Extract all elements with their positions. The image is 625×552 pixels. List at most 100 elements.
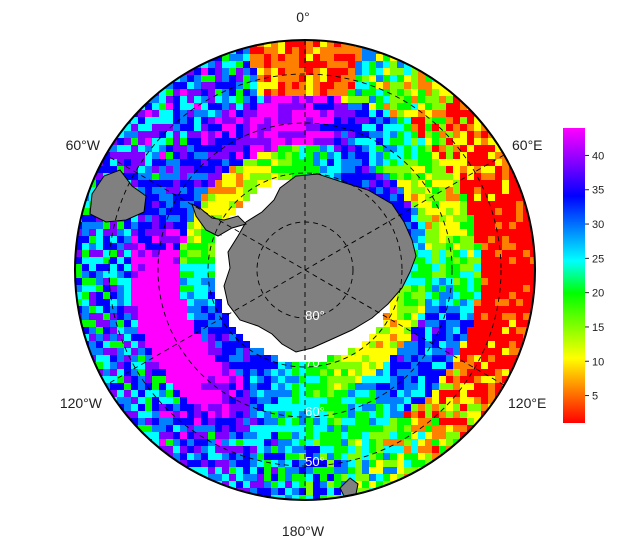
data-cell bbox=[390, 194, 397, 201]
data-cell bbox=[236, 110, 243, 117]
data-cell bbox=[523, 320, 530, 327]
data-cell bbox=[432, 180, 439, 187]
data-cell bbox=[180, 138, 187, 145]
data-cell bbox=[348, 117, 355, 124]
data-cell bbox=[376, 397, 383, 404]
data-cell bbox=[208, 82, 215, 89]
data-cell bbox=[159, 383, 166, 390]
data-cell bbox=[411, 138, 418, 145]
data-cell bbox=[348, 453, 355, 460]
data-cell bbox=[278, 159, 285, 166]
data-cell bbox=[418, 215, 425, 222]
data-cell bbox=[173, 68, 180, 75]
data-cell bbox=[145, 341, 152, 348]
data-cell bbox=[285, 453, 292, 460]
data-cell bbox=[411, 299, 418, 306]
data-cell bbox=[166, 327, 173, 334]
data-cell bbox=[390, 299, 397, 306]
data-cell bbox=[229, 68, 236, 75]
data-cell bbox=[159, 208, 166, 215]
data-cell bbox=[502, 376, 509, 383]
data-cell bbox=[320, 495, 327, 500]
data-cell bbox=[404, 54, 411, 61]
data-cell bbox=[432, 243, 439, 250]
data-cell bbox=[236, 467, 243, 474]
data-cell bbox=[488, 236, 495, 243]
data-cell bbox=[306, 474, 313, 481]
data-cell bbox=[348, 54, 355, 61]
data-cell bbox=[390, 82, 397, 89]
data-cell bbox=[439, 236, 446, 243]
data-cell bbox=[166, 348, 173, 355]
data-cell bbox=[166, 138, 173, 145]
data-cell bbox=[152, 313, 159, 320]
data-cell bbox=[292, 47, 299, 54]
data-cell bbox=[271, 488, 278, 495]
data-cell bbox=[278, 75, 285, 82]
data-cell bbox=[250, 481, 257, 488]
data-cell bbox=[201, 166, 208, 173]
data-cell bbox=[194, 103, 201, 110]
data-cell bbox=[110, 313, 117, 320]
data-cell bbox=[348, 152, 355, 159]
data-cell bbox=[110, 390, 117, 397]
data-cell bbox=[173, 306, 180, 313]
data-cell bbox=[418, 194, 425, 201]
data-cell bbox=[341, 460, 348, 467]
data-cell bbox=[320, 124, 327, 131]
antarctica-landmass bbox=[89, 169, 417, 497]
data-cell bbox=[320, 152, 327, 159]
data-cell bbox=[341, 383, 348, 390]
data-cell bbox=[89, 215, 96, 222]
data-cell bbox=[257, 68, 264, 75]
data-cell bbox=[348, 145, 355, 152]
data-cell bbox=[138, 173, 145, 180]
data-cell bbox=[509, 152, 516, 159]
data-cell bbox=[439, 117, 446, 124]
data-cell bbox=[201, 292, 208, 299]
data-cell bbox=[243, 439, 250, 446]
data-cell bbox=[278, 145, 285, 152]
data-cell bbox=[124, 355, 131, 362]
data-cell bbox=[355, 362, 362, 369]
data-cell bbox=[362, 369, 369, 376]
data-cell bbox=[334, 362, 341, 369]
data-cell bbox=[187, 404, 194, 411]
data-cell bbox=[152, 187, 159, 194]
data-cell bbox=[460, 201, 467, 208]
data-cell bbox=[159, 166, 166, 173]
data-cell bbox=[327, 446, 334, 453]
data-cell bbox=[488, 278, 495, 285]
data-cell bbox=[222, 152, 229, 159]
data-cell bbox=[327, 495, 334, 500]
data-cell bbox=[362, 460, 369, 467]
data-cell bbox=[474, 187, 481, 194]
data-cell bbox=[229, 117, 236, 124]
data-cell bbox=[222, 439, 229, 446]
data-cell bbox=[432, 327, 439, 334]
data-cell bbox=[229, 467, 236, 474]
data-cell bbox=[194, 418, 201, 425]
data-cell bbox=[145, 103, 152, 110]
data-cell bbox=[236, 68, 243, 75]
data-cell bbox=[432, 145, 439, 152]
data-cell bbox=[229, 327, 236, 334]
data-cell bbox=[250, 89, 257, 96]
colorbar-tick-label: 25 bbox=[592, 253, 604, 265]
data-cell bbox=[383, 390, 390, 397]
data-cell bbox=[110, 404, 117, 411]
data-cell bbox=[89, 250, 96, 257]
data-cell bbox=[488, 299, 495, 306]
data-cell bbox=[124, 264, 131, 271]
data-cell bbox=[278, 404, 285, 411]
data-cell bbox=[327, 166, 334, 173]
data-cell bbox=[236, 481, 243, 488]
data-cell bbox=[166, 313, 173, 320]
data-cell bbox=[152, 194, 159, 201]
data-cell bbox=[96, 173, 103, 180]
data-cell bbox=[397, 376, 404, 383]
data-cell bbox=[509, 341, 516, 348]
data-cell bbox=[411, 474, 418, 481]
data-cell bbox=[390, 166, 397, 173]
data-cell bbox=[495, 166, 502, 173]
